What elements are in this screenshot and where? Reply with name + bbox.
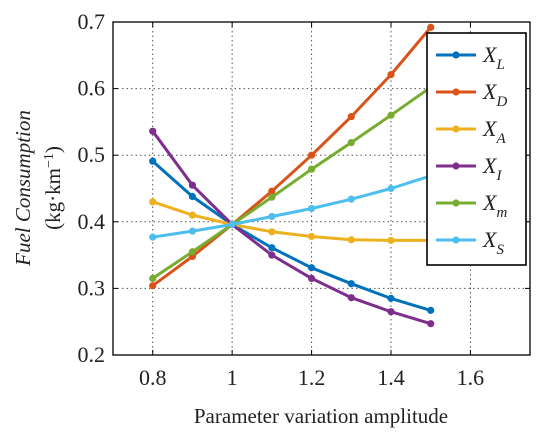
data-point: [149, 233, 157, 241]
y-tick-labels: 0.2 0.3 0.4 0.5 0.6 0.7: [78, 9, 106, 367]
data-point: [149, 157, 157, 165]
y-axis-unit-prefix: (kg·km: [41, 168, 65, 230]
series-x-l: [149, 157, 435, 314]
series-line: [152, 174, 432, 239]
data-point: [387, 294, 395, 302]
data-point: [307, 204, 316, 213]
y-axis-label: Fuel Consumption (kg·km−1): [11, 110, 65, 267]
data-point: [268, 228, 276, 236]
legend-item: XL: [436, 42, 505, 73]
data-point: [347, 138, 355, 147]
series-x-a: [149, 198, 435, 245]
y-axis-unit-exponent: −1: [42, 153, 57, 168]
x-tick-labels: 0.8 1 1.2 1.4 1.6: [139, 365, 484, 390]
data-point: [228, 220, 236, 229]
data-point: [307, 274, 316, 283]
legend-swatch-marker: [452, 51, 460, 59]
data-point: [188, 248, 197, 256]
data-point: [188, 227, 197, 235]
legend-swatch-marker: [452, 125, 460, 133]
data-point: [188, 192, 197, 201]
series-layer: [149, 23, 435, 328]
data-point: [347, 294, 355, 302]
legend-swatch-marker: [452, 199, 460, 207]
data-point: [307, 264, 316, 272]
data-point: [387, 236, 395, 245]
data-point: [307, 232, 316, 241]
y-tick-label: 0.6: [78, 76, 106, 101]
legend-items: XL XD XA XI Xm XS: [436, 42, 507, 258]
series-line: [151, 86, 432, 280]
series-line: [151, 130, 432, 326]
x-tick-label: 1.2: [298, 365, 326, 390]
data-point: [347, 195, 355, 203]
data-point: [149, 198, 157, 206]
data-point: [427, 320, 435, 328]
legend-label: XS: [482, 227, 504, 258]
data-point: [307, 151, 316, 159]
data-point: [387, 308, 395, 316]
y-axis-label-line1: Fuel Consumption: [11, 110, 35, 267]
x-tick-label: 0.8: [139, 365, 167, 390]
data-point: [347, 236, 355, 244]
data-point: [149, 282, 157, 290]
legend: XL XD XA XI Xm XS: [426, 32, 527, 266]
data-point: [427, 23, 435, 31]
data-point: [188, 181, 197, 189]
data-point: [268, 244, 276, 252]
legend-item: XS: [436, 227, 504, 258]
legend-swatch-marker: [452, 236, 460, 244]
data-point: [387, 71, 395, 79]
data-point: [268, 187, 276, 195]
series-line: [152, 200, 431, 242]
legend-swatch-marker: [452, 162, 460, 170]
y-tick-label: 0.4: [78, 209, 106, 234]
series-line: [151, 26, 432, 287]
data-point: [188, 211, 197, 219]
data-point: [149, 274, 157, 283]
y-tick-label: 0.3: [78, 275, 106, 300]
legend-label: Xm: [482, 190, 507, 221]
y-tick-label: 0.7: [78, 9, 106, 34]
x-tick-label: 1.6: [457, 365, 485, 390]
legend-label: XI: [482, 153, 502, 184]
data-point: [268, 212, 276, 221]
data-point: [149, 127, 157, 135]
legend-item: XD: [436, 79, 507, 110]
legend-swatch-marker: [452, 88, 460, 96]
legend-label: XA: [482, 116, 506, 147]
data-point: [268, 193, 276, 201]
legend-item: XA: [436, 116, 506, 147]
legend-item: XI: [436, 153, 502, 184]
series-line: [151, 160, 432, 312]
x-axis-label: Parameter variation amplitude: [194, 404, 448, 428]
data-point: [347, 112, 355, 121]
y-tick-label: 0.2: [78, 342, 106, 367]
legend-label: XD: [482, 79, 507, 110]
legend-item: Xm: [436, 190, 507, 221]
y-axis-label-line2: (kg·km−1): [41, 146, 65, 230]
data-point: [387, 184, 395, 193]
y-axis-unit-suffix: ): [41, 146, 65, 153]
x-tick-label: 1.4: [377, 365, 405, 390]
y-tick-label: 0.5: [78, 142, 106, 167]
data-point: [268, 251, 276, 259]
data-point: [387, 111, 395, 119]
data-point: [347, 280, 355, 288]
x-tick-label: 1: [227, 365, 238, 390]
data-point: [307, 165, 316, 173]
legend-label: XL: [482, 42, 505, 73]
legend-box: [426, 32, 527, 266]
data-point: [427, 306, 435, 314]
plot-area-frame: [112, 21, 531, 356]
